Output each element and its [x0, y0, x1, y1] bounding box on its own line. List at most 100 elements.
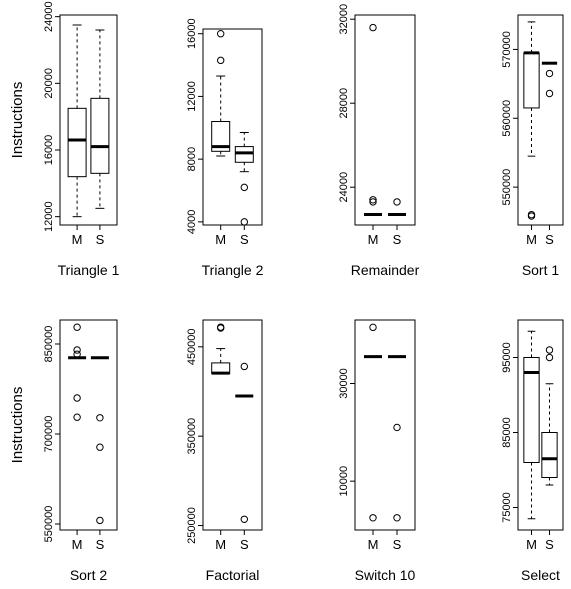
- y-tick-label: 700000: [43, 416, 55, 453]
- plot-frame: [59, 14, 118, 226]
- box-M: [68, 323, 87, 421]
- box-S: [388, 198, 406, 216]
- box-M: [67, 24, 87, 218]
- x-tick-label: S: [545, 537, 554, 552]
- y-tick-label: 32000: [338, 4, 350, 35]
- plot-frame: [202, 319, 263, 531]
- outlier-point: [240, 515, 249, 523]
- y-tick-label: 85000: [501, 417, 513, 448]
- box-S: [90, 356, 109, 525]
- x-tick-label: S: [393, 537, 402, 552]
- y-tick-label: 95000: [501, 342, 513, 373]
- plot-frame: [517, 319, 564, 531]
- outlier-point: [96, 516, 104, 525]
- box-S: [541, 346, 558, 486]
- y-tick-label: 450000: [186, 328, 198, 365]
- y-tick-label: 28000: [338, 88, 350, 119]
- y-tick-label: 560000: [501, 100, 513, 137]
- y-tick-label: 350000: [186, 418, 198, 455]
- y-tick-label: 16000: [43, 135, 55, 166]
- outlier-point: [393, 514, 401, 522]
- y-tick-label: 4000: [186, 210, 198, 234]
- plot-frame: [354, 14, 416, 226]
- x-tick-label: S: [545, 232, 554, 247]
- box-iqr: [67, 107, 87, 178]
- box-M: [211, 30, 231, 157]
- y-tick-label: 850000: [43, 326, 55, 363]
- panel-7: 10000 30000 M S Switch 10: [338, 319, 416, 583]
- x-tick-label: S: [240, 537, 249, 552]
- outlier-point: [545, 353, 554, 362]
- outlier-point: [217, 56, 225, 65]
- panel-title: Triangle 1: [58, 262, 120, 278]
- box-iqr: [90, 97, 110, 174]
- box-iqr: [541, 432, 558, 478]
- y-tick-label: 12000: [43, 201, 55, 232]
- y-tick-label: 550000: [501, 169, 513, 206]
- y-tick-label: 8000: [186, 147, 198, 171]
- outlier-point: [369, 196, 377, 204]
- y-tick-label: 570000: [501, 31, 513, 68]
- box-iqr: [234, 146, 254, 163]
- box-S: [388, 355, 406, 522]
- outlier-point: [393, 423, 401, 432]
- y-axis-label: Instructions: [9, 387, 26, 464]
- x-tick-label: M: [368, 537, 379, 552]
- x-tick-label: M: [72, 537, 83, 552]
- outlier-point: [545, 69, 554, 78]
- box-iqr: [211, 121, 231, 152]
- panel-3: 24000 28000 32000 M S Remainder: [338, 4, 420, 278]
- outlier-point: [545, 89, 554, 98]
- outlier-point: [73, 323, 81, 331]
- y-tick-label: 24000: [338, 172, 350, 203]
- box-iqr: [523, 357, 540, 463]
- outlier-point: [393, 198, 401, 206]
- plot-frame: [59, 319, 118, 531]
- x-tick-label: S: [96, 537, 105, 552]
- box-M: [364, 23, 382, 216]
- y-axis-label: Instructions: [9, 82, 26, 159]
- x-tick-label: M: [526, 537, 537, 552]
- y-tick-label: 20000: [43, 68, 55, 99]
- box-M: [523, 330, 540, 520]
- box-M: [523, 21, 540, 220]
- outlier-point: [96, 414, 104, 422]
- box-S: [234, 131, 254, 226]
- panel-6: 250000 350000 450000 M S Factorial: [186, 319, 263, 583]
- x-tick-label: S: [96, 232, 105, 247]
- y-tick-label: 24000: [43, 1, 55, 32]
- panel-2: 4000 8000 12000 16000 M S Triangle 2: [186, 18, 264, 278]
- plot-frame: [354, 319, 416, 531]
- outlier-point: [369, 514, 377, 522]
- panel-title: Triangle 2: [202, 262, 264, 278]
- outlier-point: [73, 346, 81, 354]
- panel-8: 75000 85000 95000 M S Select: [501, 319, 564, 583]
- x-tick-label: M: [72, 232, 83, 247]
- outlier-point: [96, 443, 104, 451]
- outlier-point: [73, 394, 81, 402]
- outlier-point: [73, 413, 81, 421]
- panel-5: 550000 700000 850000 Instructions M S Sort 2: [9, 319, 118, 583]
- box-M: [364, 323, 382, 522]
- panel-4: 550000 560000 570000 M S Sort 1: [501, 14, 564, 278]
- y-tick-label: 550000: [43, 506, 55, 543]
- x-tick-label: M: [215, 537, 226, 552]
- x-tick-label: M: [215, 232, 226, 247]
- y-tick-label: 10000: [338, 466, 350, 497]
- y-tick-label: 75000: [501, 492, 513, 523]
- panel-title: Factorial: [206, 567, 260, 583]
- outlier-point: [217, 30, 225, 38]
- outlier-point: [217, 324, 225, 332]
- y-tick-label: 250000: [186, 507, 198, 544]
- panel-title: Sort 2: [70, 567, 108, 583]
- y-tick-label: 12000: [186, 81, 198, 112]
- outlier-point: [240, 183, 249, 192]
- y-tick-label: 16000: [186, 18, 198, 49]
- panel-title: Sort 1: [522, 262, 560, 278]
- box-S: [235, 362, 254, 523]
- panel-title: Select: [521, 567, 560, 583]
- box-S: [90, 29, 110, 209]
- y-tick-label: 30000: [338, 368, 350, 399]
- panel-1: 12000 16000 20000 24000 Instructions M S Triang…: [9, 1, 120, 278]
